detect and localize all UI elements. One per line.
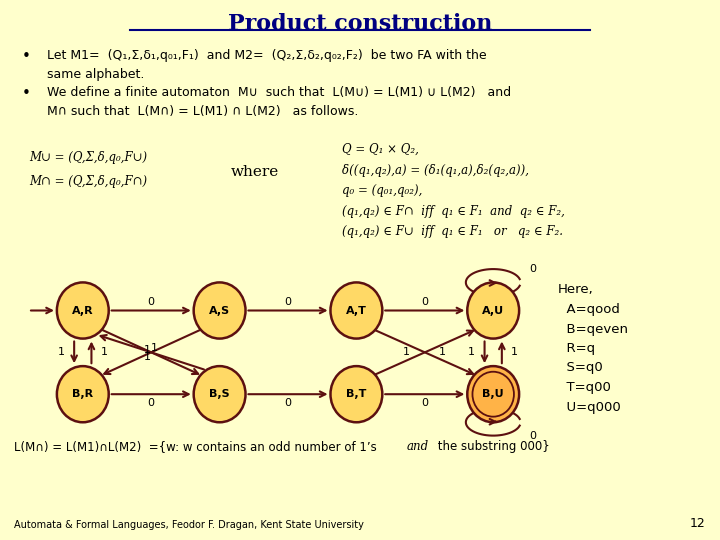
Ellipse shape bbox=[57, 282, 109, 339]
Text: 1: 1 bbox=[151, 343, 158, 353]
Text: M∪ = (Q,Σ,δ,q₀,F∪)
M∩ = (Q,Σ,δ,q₀,F∩): M∪ = (Q,Σ,δ,q₀,F∪) M∩ = (Q,Σ,δ,q₀,F∩) bbox=[29, 151, 147, 188]
Text: 0: 0 bbox=[148, 398, 155, 408]
Ellipse shape bbox=[330, 282, 382, 339]
Text: 0: 0 bbox=[284, 398, 292, 408]
Text: Q = Q₁ × Q₂,
δ((q₁,q₂),a) = (δ₁(q₁,a),δ₂(q₂,a)),
q₀ = (q₀₁,q₀₂),
(q₁,q₂) ∈ F∩  i: Q = Q₁ × Q₂, δ((q₁,q₂),a) = (δ₁(q₁,a),δ₂… bbox=[342, 143, 565, 238]
Ellipse shape bbox=[467, 366, 519, 422]
Text: •: • bbox=[22, 86, 30, 102]
Ellipse shape bbox=[57, 366, 109, 422]
Text: B,T: B,T bbox=[346, 389, 366, 399]
Text: Here,
  A=qood
  B=qeven
  R=q
  S=q0
  T=q00
  U=q000: Here, A=qood B=qeven R=q S=q0 T=q00 U=q0… bbox=[558, 284, 628, 414]
Text: We define a finite automaton  M∪  such that  L(M∪) = L(M1) ∪ L(M2)   and
M∩ such: We define a finite automaton M∪ such tha… bbox=[47, 86, 511, 118]
Text: Automata & Formal Languages, Feodor F. Dragan, Kent State University: Automata & Formal Languages, Feodor F. D… bbox=[14, 520, 364, 530]
Text: 1: 1 bbox=[511, 347, 518, 357]
Ellipse shape bbox=[330, 366, 382, 422]
Text: 0: 0 bbox=[529, 431, 536, 441]
Text: 1: 1 bbox=[101, 347, 108, 357]
Text: 1: 1 bbox=[144, 345, 151, 355]
Text: A,T: A,T bbox=[346, 306, 366, 315]
Text: 0: 0 bbox=[421, 297, 428, 307]
Text: A,U: A,U bbox=[482, 306, 504, 315]
Ellipse shape bbox=[194, 282, 246, 339]
Text: 1: 1 bbox=[58, 347, 65, 357]
Text: and: and bbox=[407, 440, 429, 453]
Text: 0: 0 bbox=[421, 398, 428, 408]
Text: 0: 0 bbox=[148, 297, 155, 307]
Ellipse shape bbox=[194, 366, 246, 422]
Text: 1: 1 bbox=[403, 347, 410, 357]
Text: 1: 1 bbox=[439, 347, 446, 357]
Text: •: • bbox=[22, 49, 30, 64]
Text: 1: 1 bbox=[468, 347, 475, 357]
Text: 0: 0 bbox=[284, 297, 292, 307]
Text: Product construction: Product construction bbox=[228, 14, 492, 36]
Ellipse shape bbox=[467, 282, 519, 339]
Text: where: where bbox=[230, 165, 279, 179]
Text: B,U: B,U bbox=[482, 389, 504, 399]
Text: Let M1=  (Q₁,Σ,δ₁,q₀₁,F₁)  and M2=  (Q₂,Σ,δ₂,q₀₂,F₂)  be two FA with the
same al: Let M1= (Q₁,Σ,δ₁,q₀₁,F₁) and M2= (Q₂,Σ,δ… bbox=[47, 49, 487, 80]
Text: L(M∩) = L(M1)∩L(M2)  ={w: w contains an odd number of 1’s: L(M∩) = L(M1)∩L(M2) ={w: w contains an o… bbox=[14, 440, 381, 453]
Text: B,S: B,S bbox=[210, 389, 230, 399]
Text: 12: 12 bbox=[690, 517, 706, 530]
Text: 0: 0 bbox=[529, 264, 536, 274]
Text: B,R: B,R bbox=[72, 389, 94, 399]
Text: 1: 1 bbox=[144, 352, 151, 362]
Text: the substring 000}: the substring 000} bbox=[434, 440, 550, 453]
Text: A,S: A,S bbox=[209, 306, 230, 315]
Text: A,R: A,R bbox=[72, 306, 94, 315]
